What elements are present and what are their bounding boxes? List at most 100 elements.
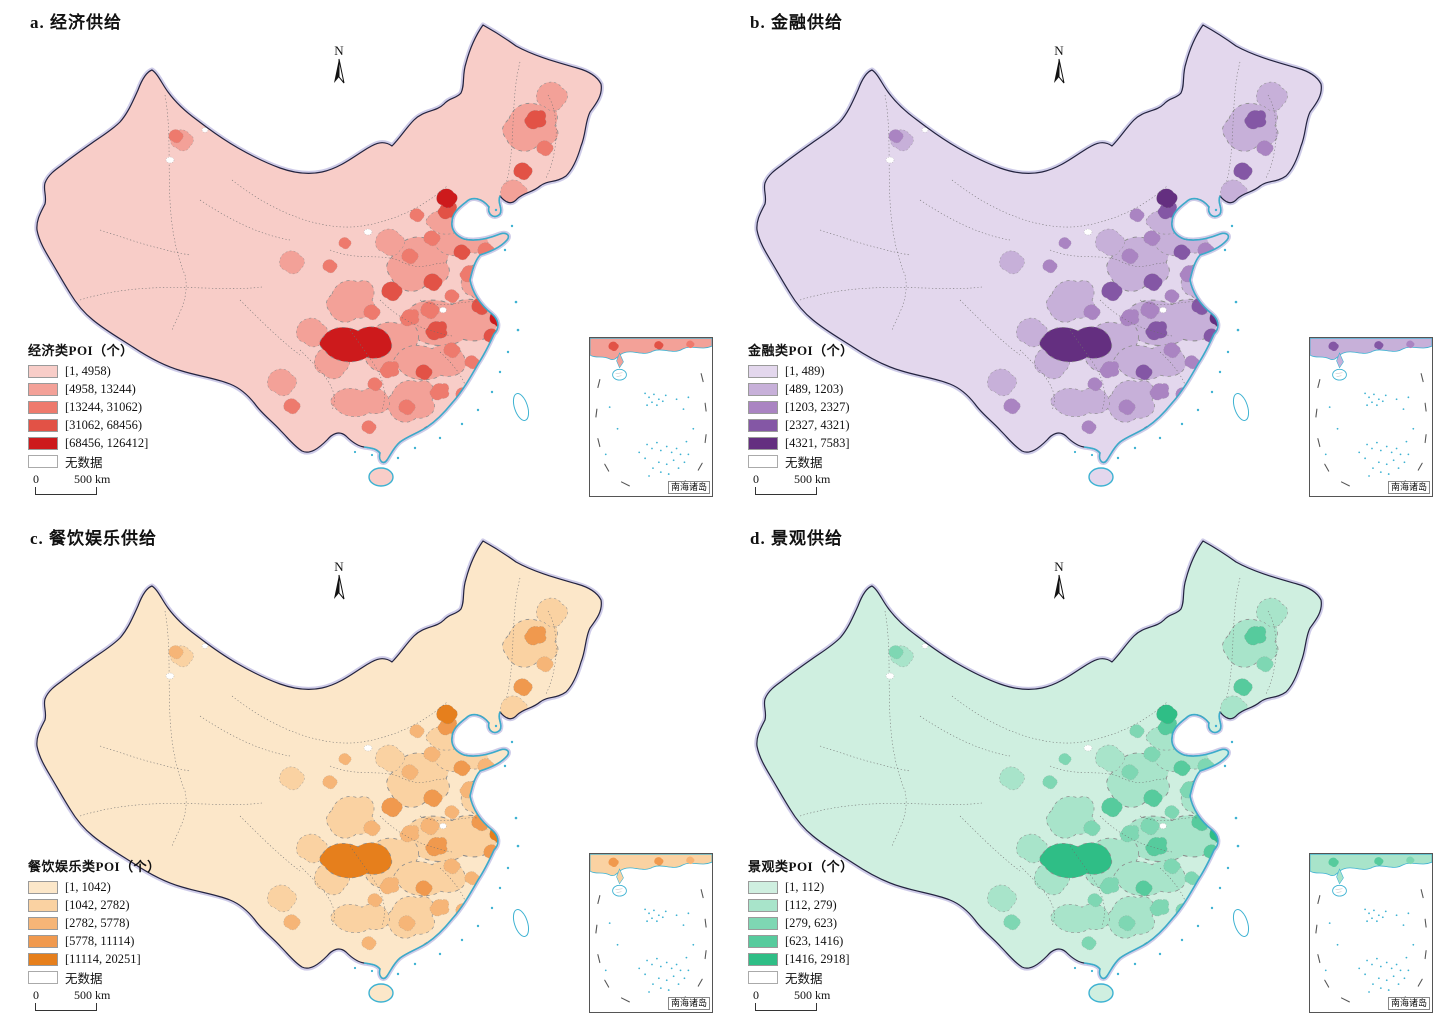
scale-bar: 0 500 km	[748, 988, 878, 1014]
legend-row: [5778, 11114)	[28, 932, 161, 950]
legend-row: [68456, 126412]	[28, 434, 158, 452]
legend-class-label: [1, 112)	[785, 879, 825, 894]
legend-row: [1, 1042)	[28, 878, 161, 896]
inset-label: 南海诸岛	[667, 481, 710, 494]
north-arrow: N	[1042, 560, 1076, 608]
scale-zero-label: 0	[753, 988, 759, 1002]
north-arrow: N	[1042, 44, 1076, 92]
south-china-sea-map	[1310, 854, 1432, 1012]
legend-row: [2327, 4321)	[748, 416, 878, 434]
south-china-sea-inset: 南海诸岛	[589, 853, 713, 1013]
legend-swatch	[28, 436, 58, 450]
panel-title: b. 金融供给	[750, 13, 843, 32]
north-arrow-icon	[1053, 58, 1065, 84]
panel-title: d. 景观供给	[750, 529, 843, 548]
legend-class-label: [489, 1203)	[785, 381, 844, 396]
legend-class-label: [1, 1042)	[65, 879, 111, 894]
legend-swatch-nodata	[748, 454, 778, 468]
scale-bracket	[35, 487, 97, 495]
panel-dining-entertainment: c. 餐饮娱乐供给 N 餐饮娱乐类POI（个） [1, 1042) [1042,…	[0, 516, 720, 1032]
legend-swatch	[748, 436, 778, 450]
legend-swatch-nodata	[28, 970, 58, 984]
legend-swatch	[28, 364, 58, 378]
legend-row: [4958, 13244)	[28, 380, 158, 398]
legend-row: [1, 489)	[748, 362, 878, 380]
legend-class-label: [279, 623)	[785, 915, 838, 930]
legend-swatch	[748, 952, 778, 966]
legend-swatch	[748, 400, 778, 414]
legend-class-label: [1203, 2327)	[785, 399, 850, 414]
legend-swatch	[28, 934, 58, 948]
scale-bracket	[35, 1003, 97, 1011]
legend-class-label: [4958, 13244)	[65, 381, 136, 396]
panel-economic: a. 经济供给 N 经济类POI（个） [1, 4958) [4958, 132…	[0, 0, 720, 516]
inset-label: 南海诸岛	[1387, 997, 1430, 1010]
north-label: N	[334, 559, 344, 574]
legend-nodata-label: 无数据	[65, 455, 103, 470]
legend-title: 经济类POI（个）	[28, 343, 134, 358]
legend-row-nodata: 无数据	[28, 452, 158, 470]
legend-row: [1416, 2918]	[748, 950, 878, 968]
legend-class-label: [4321, 7583]	[785, 435, 850, 450]
panel-title: a. 经济供给	[30, 13, 122, 32]
legend-row-nodata: 无数据	[28, 968, 161, 986]
legend-swatch	[748, 934, 778, 948]
scale-zero-label: 0	[33, 472, 39, 486]
south-china-sea-map	[590, 854, 712, 1012]
legend-swatch	[748, 382, 778, 396]
legend-class-label: [1416, 2918]	[785, 951, 850, 966]
legend-row: [112, 279)	[748, 896, 878, 914]
scale-zero-label: 0	[753, 472, 759, 486]
legend-class-label: [68456, 126412]	[65, 435, 149, 450]
scale-bracket	[755, 1003, 817, 1011]
legend-swatch-nodata	[748, 970, 778, 984]
legend-swatch	[28, 400, 58, 414]
legend-class-label: [5778, 11114)	[65, 933, 135, 948]
legend-nodata-label: 无数据	[785, 455, 823, 470]
legend-row-nodata: 无数据	[748, 452, 878, 470]
legend-row: [489, 1203)	[748, 380, 878, 398]
legend-swatch	[748, 880, 778, 894]
legend-row: [4321, 7583]	[748, 434, 878, 452]
legend: 景观类POI（个） [1, 112) [112, 279) [279, 623)…	[748, 856, 878, 1014]
legend-swatch	[748, 898, 778, 912]
panel-financial: b. 金融供给 N 金融类POI（个） [1, 489) [489, 1203)…	[720, 0, 1440, 516]
legend-swatch	[28, 952, 58, 966]
scale-distance-label: 500 km	[794, 472, 831, 486]
legend-title: 餐饮娱乐类POI（个）	[28, 859, 161, 874]
north-arrow-icon	[333, 58, 345, 84]
legend: 餐饮娱乐类POI（个） [1, 1042) [1042, 2782) [2782…	[28, 856, 161, 1014]
legend-swatch	[748, 364, 778, 378]
legend-class-label: [1042, 2782)	[65, 897, 130, 912]
legend: 经济类POI（个） [1, 4958) [4958, 13244) [13244…	[28, 340, 158, 498]
legend-class-label: [31062, 68456)	[65, 417, 143, 432]
legend-swatch	[28, 418, 58, 432]
legend-row: [1203, 2327)	[748, 398, 878, 416]
south-china-sea-inset: 南海诸岛	[1309, 337, 1433, 497]
legend-row: [1, 112)	[748, 878, 878, 896]
south-china-sea-map	[1310, 338, 1432, 496]
legend-swatch-nodata	[28, 454, 58, 468]
north-arrow-icon	[1053, 574, 1065, 600]
legend-class-label: [2327, 4321)	[785, 417, 850, 432]
legend-row: [279, 623)	[748, 914, 878, 932]
legend: 金融类POI（个） [1, 489) [489, 1203) [1203, 23…	[748, 340, 878, 498]
legend-swatch	[28, 880, 58, 894]
south-china-sea-inset: 南海诸岛	[589, 337, 713, 497]
legend-nodata-label: 无数据	[785, 971, 823, 986]
legend-row: [11114, 20251]	[28, 950, 161, 968]
north-label: N	[334, 43, 344, 58]
south-china-sea-map	[590, 338, 712, 496]
inset-label: 南海诸岛	[667, 997, 710, 1010]
legend-row: [1042, 2782)	[28, 896, 161, 914]
legend-swatch	[28, 898, 58, 912]
legend-row: [31062, 68456)	[28, 416, 158, 434]
scale-zero-label: 0	[33, 988, 39, 1002]
legend-nodata-label: 无数据	[65, 971, 103, 986]
north-arrow-icon	[333, 574, 345, 600]
north-label: N	[1054, 559, 1064, 574]
scale-bar: 0 500 km	[748, 472, 878, 498]
scale-bracket	[755, 487, 817, 495]
legend-class-label: [1, 489)	[785, 363, 825, 378]
